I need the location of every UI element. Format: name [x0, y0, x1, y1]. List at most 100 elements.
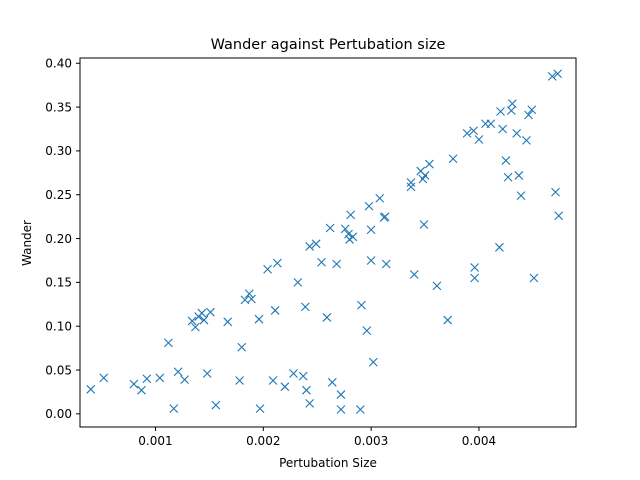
scatter-point [362, 326, 372, 335]
scatter-point [332, 259, 342, 269]
y-tick-label: 0.10 [45, 320, 72, 334]
scatter-point [263, 264, 273, 274]
scatter-point [155, 373, 165, 383]
scatter-point [187, 316, 197, 326]
scatter-point [420, 171, 430, 180]
scatter-point [129, 379, 139, 389]
scatter-point [529, 273, 539, 283]
scatter-point [406, 182, 416, 192]
scatter-point [406, 178, 416, 187]
y-tick-label: 0.35 [45, 100, 72, 114]
scatter-point [202, 369, 212, 378]
scatter-point [547, 72, 557, 81]
scatter-point [409, 270, 419, 279]
x-tick-label: 0.003 [354, 434, 388, 448]
scatter-point [512, 128, 522, 138]
scatter-point [486, 119, 496, 129]
scatter-point [348, 232, 358, 242]
scatter-point [254, 314, 264, 324]
y-tick-label: 0.15 [45, 276, 72, 290]
scatter-point [419, 220, 429, 229]
scatter-point [551, 187, 560, 197]
scatter-point [424, 159, 434, 169]
scatter-point [199, 315, 209, 325]
scatter-point [495, 242, 504, 252]
scatter-point [469, 126, 478, 136]
scatter-point [244, 289, 254, 299]
scatter-point [255, 404, 265, 413]
y-tick-label: 0.00 [45, 407, 72, 421]
scatter-point [223, 317, 233, 327]
chart-title: Wander against Pertubation size [211, 37, 446, 53]
scatter-point [280, 382, 290, 392]
scatter-point [305, 242, 315, 251]
y-axis-label: Wander [20, 220, 34, 266]
scatter-point [336, 390, 346, 399]
scatter-point [344, 229, 353, 239]
scatter-point [522, 136, 531, 145]
y-tick-label: 0.05 [45, 363, 72, 377]
scatter-point [293, 277, 303, 287]
scatter-point [506, 106, 516, 115]
scatter-point [380, 212, 390, 222]
x-tick-label: 0.001 [138, 434, 172, 448]
scatter-point [327, 377, 337, 387]
scatter-point [270, 306, 280, 315]
scatter-point [289, 369, 298, 378]
scatter-point [503, 172, 513, 182]
scatter-point [300, 302, 310, 312]
scatter-point [364, 201, 374, 211]
scatter-point [375, 193, 385, 203]
scatter-point [86, 384, 96, 394]
scatter-point [496, 107, 505, 116]
scatter-point [357, 300, 366, 310]
scatter-point [340, 224, 350, 234]
scatter-point [305, 398, 315, 408]
scatter-point [381, 259, 391, 269]
scatter-point [169, 404, 179, 413]
scatter-point [142, 374, 152, 384]
scatter-point [268, 376, 278, 385]
plot-area-frame [79, 57, 577, 428]
scatter-point [462, 128, 472, 138]
scatter-point [164, 338, 173, 348]
y-tick-label: 0.25 [45, 188, 72, 202]
scatter-point [336, 405, 346, 414]
scatter-point [514, 171, 524, 180]
scatter-point [137, 385, 146, 395]
scatter-point [235, 376, 244, 385]
scatter-points [86, 69, 564, 414]
x-axis: 0.001 0.002 0.003 0.004 [138, 427, 496, 448]
scatter-point [470, 263, 480, 272]
scatter-point [190, 322, 200, 332]
scatter-point [211, 400, 221, 410]
y-axis: 0.00 0.05 0.10 0.15 0.20 0.25 0.30 0.35 0.40 [45, 57, 80, 421]
scatter-point [247, 294, 256, 304]
y-tick-label: 0.40 [45, 57, 72, 71]
scatter-point [346, 210, 356, 220]
scatter-point [311, 239, 321, 249]
x-tick-label: 0.004 [462, 434, 496, 448]
scatter-point [366, 225, 376, 235]
scatter-point [527, 105, 537, 115]
scatter-point [507, 99, 517, 108]
scatter-point [553, 69, 563, 79]
scatter-point [443, 315, 453, 325]
scatter-point [206, 307, 215, 317]
scatter-point [355, 405, 365, 414]
scatter-point [99, 373, 109, 383]
scatter-point [272, 258, 282, 268]
scatter-point [474, 135, 484, 144]
scatter-point [501, 156, 511, 165]
scatter-point [173, 367, 183, 377]
scatter-point [197, 308, 207, 318]
x-tick-label: 0.002 [246, 434, 280, 448]
scatter-point [237, 342, 247, 352]
scatter-point [325, 223, 335, 233]
scatter-point [498, 124, 508, 134]
scatter-point [322, 313, 332, 322]
scatter-point [298, 371, 308, 381]
scatter-point [470, 273, 480, 283]
scatter-point [516, 191, 526, 200]
